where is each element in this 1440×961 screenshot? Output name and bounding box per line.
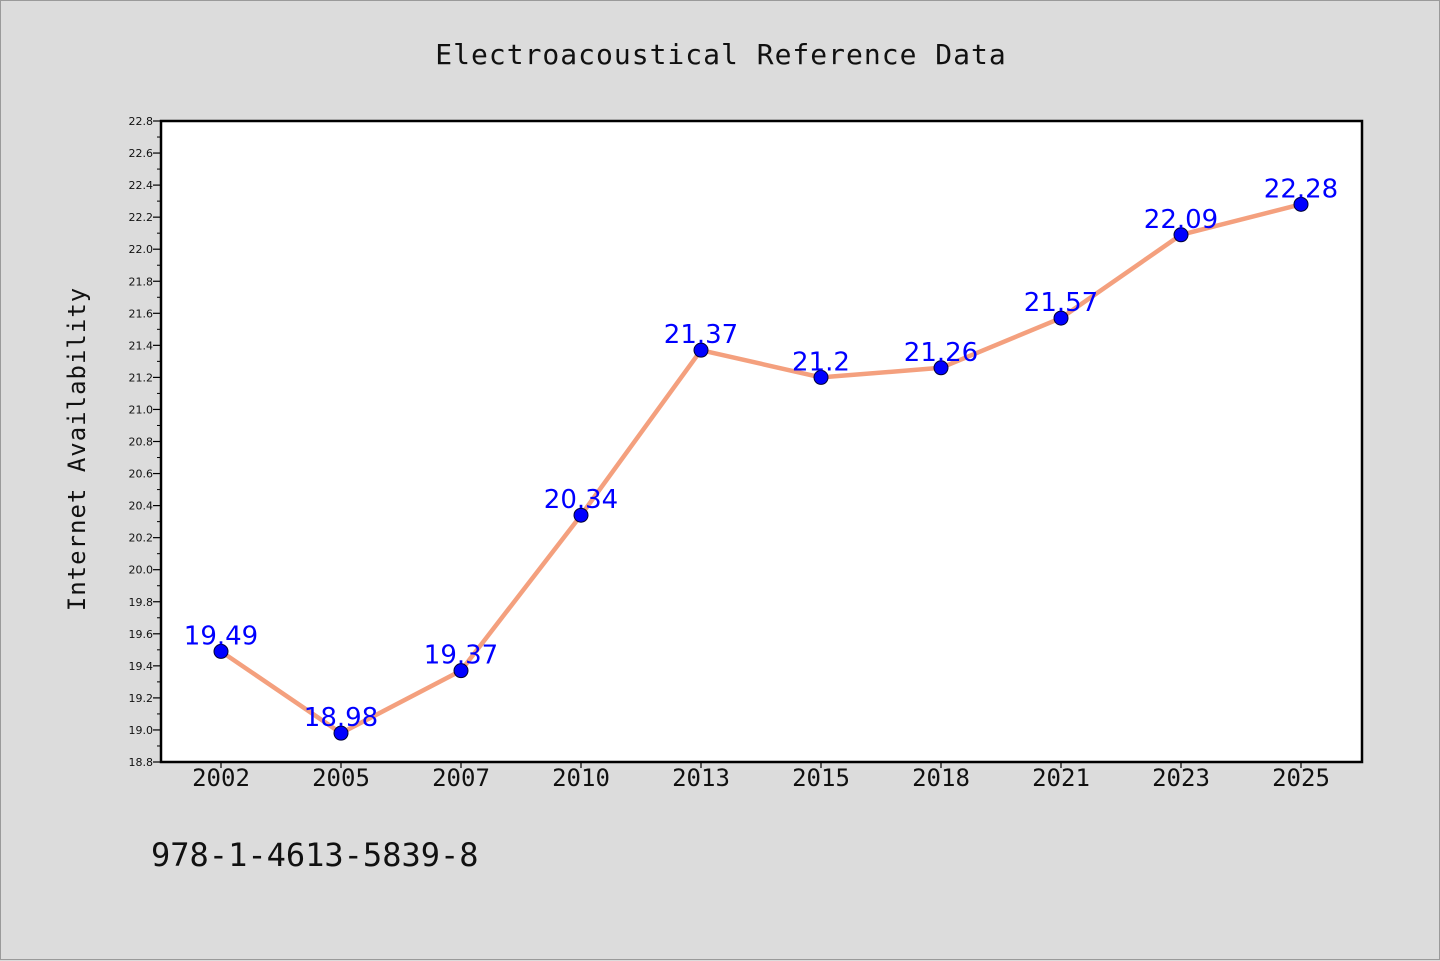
y-tick-label: 22.0 — [129, 243, 154, 256]
y-tick-label: 19.2 — [129, 692, 154, 705]
data-point — [813, 369, 829, 385]
y-tick-label: 21.0 — [129, 403, 154, 416]
data-label: 21.37 — [664, 320, 738, 350]
y-tick-label: 19.0 — [129, 724, 154, 737]
y-axis-ticks: 18.8 19.0 19.2 19.4 19.6 19.8 20.0 20.2 20.4 20.6… — [129, 115, 161, 769]
data-point — [933, 360, 949, 376]
y-tick-label: 19.4 — [129, 660, 154, 673]
x-tick-label: 2025 — [1272, 764, 1330, 792]
data-label: 18.98 — [304, 703, 378, 733]
y-tick-label: 21.8 — [129, 275, 154, 288]
series-line — [218, 202, 1304, 736]
y-tick-label: 20.6 — [129, 468, 154, 481]
data-point — [1053, 310, 1069, 326]
y-tick-label: 20.0 — [129, 564, 154, 577]
y-axis-label: Internet Availability — [63, 287, 91, 611]
y-tick-label: 22.4 — [129, 179, 154, 192]
y-tick-label: 20.4 — [129, 500, 154, 513]
x-tick-label: 2018 — [912, 764, 970, 792]
data-point — [1293, 196, 1309, 212]
data-point — [213, 643, 229, 659]
x-tick-label: 2005 — [312, 764, 370, 792]
data-point — [333, 725, 349, 741]
y-tick-label: 19.8 — [129, 596, 154, 609]
data-point — [1173, 227, 1189, 243]
data-label: 21.57 — [1024, 288, 1098, 318]
data-label: 19.37 — [424, 641, 498, 671]
data-point — [693, 342, 709, 358]
y-tick-label: 21.2 — [129, 371, 154, 384]
x-tick-label: 2007 — [432, 764, 490, 792]
y-tick-label: 19.6 — [129, 628, 154, 641]
y-tick-label: 18.8 — [129, 756, 154, 769]
y-tick-label: 22.6 — [129, 147, 154, 160]
x-axis-ticks: 2002 2005 2007 2010 2013 2015 2018 2021 2023 2025 — [192, 762, 1330, 792]
x-tick-label: 2013 — [672, 764, 730, 792]
data-label: 22.09 — [1144, 205, 1218, 235]
data-point — [573, 507, 589, 523]
data-label: 20.34 — [544, 485, 618, 515]
data-label: 21.26 — [904, 338, 978, 368]
y-tick-label: 22.2 — [129, 211, 154, 224]
y-tick-label: 21.6 — [129, 307, 154, 320]
plot-area — [161, 121, 1362, 762]
x-tick-label: 2021 — [1032, 764, 1090, 792]
data-point — [453, 663, 469, 679]
y-tick-label: 20.2 — [129, 532, 154, 545]
x-tick-label: 2015 — [792, 764, 850, 792]
x-tick-label: 2002 — [192, 764, 250, 792]
y-tick-label: 22.8 — [129, 115, 154, 128]
x-tick-label: 2023 — [1152, 764, 1210, 792]
data-label: 21.2 — [792, 347, 850, 377]
y-tick-label: 21.4 — [129, 339, 154, 352]
plot-frame — [159, 119, 1364, 764]
x-tick-label: 2010 — [552, 764, 610, 792]
y-tick-label: 20.8 — [129, 436, 154, 449]
chart-title: Electroacoustical Reference Data — [435, 38, 1006, 71]
data-label: 19.49 — [184, 621, 258, 651]
isbn-footnote: 978-1-4613-5839-8 — [151, 836, 479, 874]
data-label: 22.28 — [1264, 174, 1338, 204]
series: 19.49 18.98 19.37 20.34 21.37 21.2 21.26 21.57 2… — [184, 174, 1338, 741]
